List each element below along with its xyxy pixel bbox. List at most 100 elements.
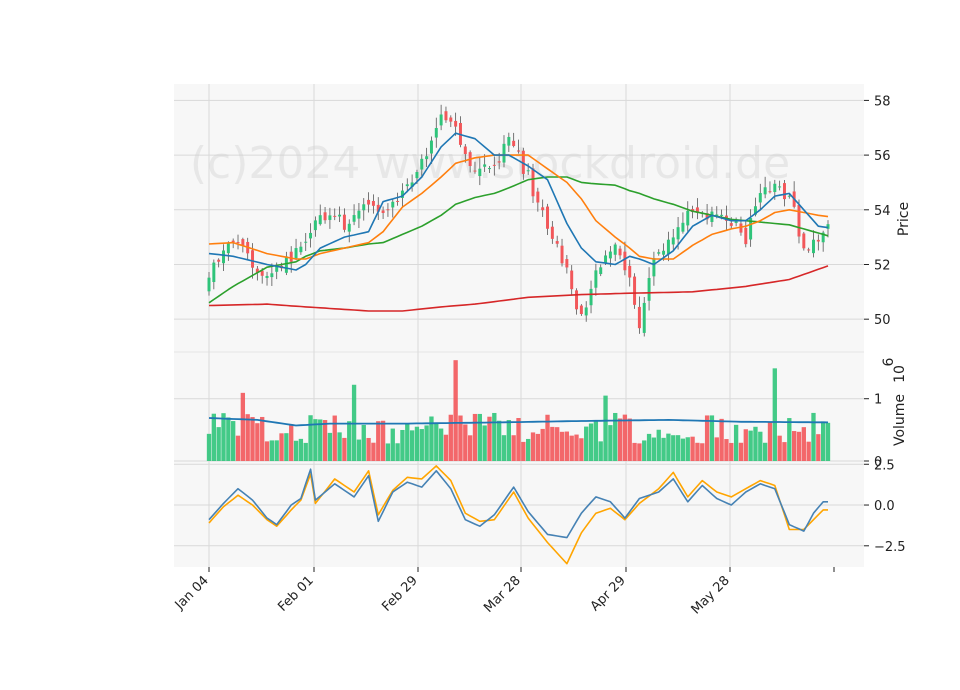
candle-body [729, 223, 733, 226]
volume-bar [753, 426, 758, 461]
volume-bar [700, 443, 705, 461]
candle-body [222, 250, 225, 264]
candle-body [560, 245, 564, 264]
volume-bar [569, 435, 574, 461]
volume-bar [588, 423, 594, 461]
candle-body [753, 206, 757, 215]
volume-bar [284, 433, 289, 461]
candle-body [410, 182, 414, 188]
volume-bar [777, 435, 782, 461]
volume-bar [613, 412, 618, 461]
volume-bar [729, 442, 734, 461]
volume-bar [796, 431, 802, 461]
volume-bar [221, 413, 226, 461]
candle-body [396, 200, 400, 202]
volume-bar [492, 412, 497, 461]
oscillator-tick-label: −2.5 [874, 540, 906, 555]
candle-body [333, 215, 337, 217]
volume-bar [467, 435, 473, 461]
oscillator-lines [208, 465, 828, 565]
volume-bar [661, 437, 666, 461]
candle-body [323, 212, 327, 221]
candle-body [255, 268, 259, 273]
volume-bar [274, 440, 279, 461]
volume-bar [540, 428, 545, 461]
candle-body [231, 240, 235, 243]
x-tick-label: Jan 04 [172, 573, 212, 613]
volume-bar [448, 414, 453, 461]
volume-bar [666, 433, 671, 461]
candle-body [381, 210, 385, 213]
volume-bar [400, 429, 405, 461]
volume-bar [646, 433, 652, 461]
candle-body [715, 214, 719, 216]
volume-bar [791, 431, 797, 461]
volume-tick-label: 0 [874, 455, 882, 470]
candle-body [555, 241, 559, 244]
candle-body [536, 191, 540, 203]
volume-bar [458, 415, 463, 461]
candle-body [473, 170, 477, 172]
volume-bar [472, 413, 478, 461]
candle-body [642, 302, 646, 333]
candle-body [241, 239, 245, 246]
candle-body [313, 220, 317, 231]
candle-body [487, 168, 491, 170]
volume-bar [496, 420, 502, 461]
candle-body [807, 249, 811, 251]
volume-bar [337, 432, 342, 461]
ma-long-line [208, 176, 829, 304]
volume-bar [821, 421, 826, 461]
x-tick-label: May 28 [689, 573, 733, 617]
candle-body [251, 250, 255, 268]
volume-bar [487, 416, 492, 461]
candle-body [579, 305, 583, 315]
candle-body [371, 200, 375, 206]
volume-bar [530, 432, 536, 461]
candle-body [782, 183, 786, 200]
volume-bars [206, 360, 831, 461]
candle-body [589, 288, 593, 306]
volume-bar [671, 435, 676, 461]
volume-bar [622, 414, 628, 461]
volume-bar [347, 421, 352, 461]
volume-bar [680, 438, 686, 461]
candle-body [546, 206, 550, 229]
volume-scale-label: 10 [892, 365, 908, 383]
candle-body [386, 209, 390, 211]
volume-bar [414, 426, 420, 461]
volume-bar [758, 431, 763, 461]
candle-body [328, 215, 332, 220]
volume-bar [303, 442, 308, 461]
volume-bar [438, 428, 444, 461]
candle-body [826, 224, 830, 229]
candle-body [212, 262, 216, 283]
volume-bar [695, 442, 700, 461]
price-tick-label: 54 [874, 204, 891, 219]
candle-body [478, 168, 482, 177]
candle-body [454, 120, 458, 127]
candle-body [768, 191, 772, 193]
candle-body [362, 204, 366, 211]
candle-body [744, 227, 748, 245]
volume-bar [380, 420, 386, 461]
candle-body [507, 136, 511, 146]
oscillator-main-line [208, 468, 828, 539]
volume-bar [405, 423, 410, 461]
volume-scale-exponent: 6 [881, 357, 897, 366]
candle-body [816, 239, 820, 242]
volume-bar [235, 435, 241, 461]
candle-body [821, 232, 825, 243]
candle-body [352, 215, 356, 222]
candle-body [502, 143, 506, 163]
oscillator-tick-label: 2.5 [874, 458, 895, 473]
volume-bar [690, 436, 695, 461]
volume-bar [395, 443, 400, 461]
candle-body [671, 237, 675, 245]
candle-body [526, 170, 530, 172]
moving-average-lines [208, 132, 829, 312]
candle-body [686, 210, 690, 226]
candle-body [260, 270, 264, 276]
candle-body [666, 239, 670, 255]
candle-body [236, 242, 240, 244]
